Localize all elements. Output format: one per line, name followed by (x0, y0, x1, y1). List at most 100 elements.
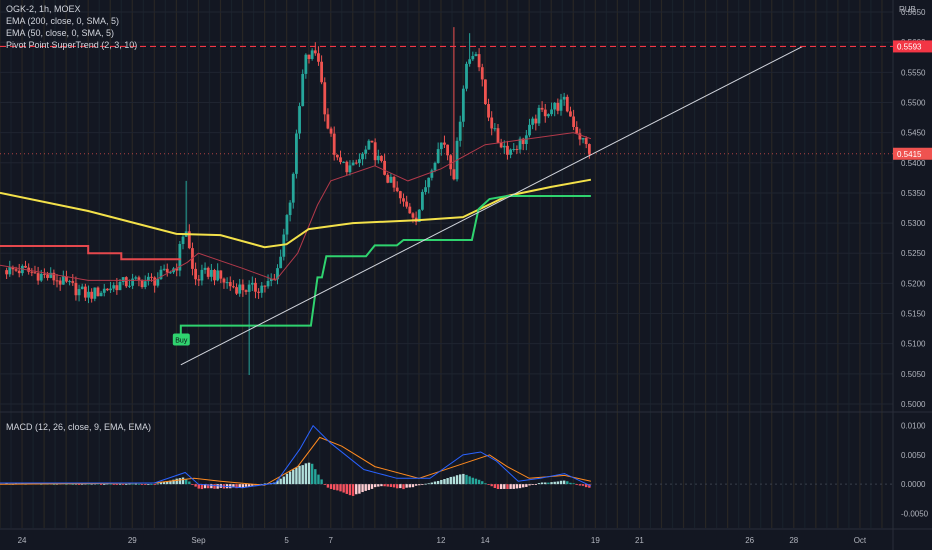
grid (0, 11, 893, 405)
candle-body (572, 116, 575, 127)
time-tick-label: 29 (128, 536, 137, 545)
candle-body (39, 273, 43, 281)
macd-histogram-bar (459, 474, 462, 485)
candle-body (30, 271, 34, 273)
candle-body (376, 155, 380, 161)
candle-body (165, 268, 169, 273)
candle-body (367, 140, 371, 150)
macd-histogram-bar (383, 484, 386, 487)
macd-histogram-bar (411, 484, 415, 488)
candle-body (313, 50, 317, 54)
buy-signal-badge (172, 333, 190, 346)
candle-body (206, 267, 210, 277)
macd-histogram-bar (496, 484, 500, 490)
candle-body (380, 155, 383, 161)
macd-histogram-bar (455, 475, 459, 485)
macd-legend[interactable]: MACD (12, 26, close, 9, EMA, EMA) (6, 422, 152, 432)
macd-histogram-bar (484, 483, 487, 485)
candle-body (550, 109, 553, 115)
macd-histogram-bar (386, 484, 389, 487)
candle-body (430, 170, 434, 178)
candle-body (232, 286, 235, 288)
macd-histogram-bar (84, 483, 87, 485)
candle-body (565, 96, 569, 112)
candle-body (140, 279, 144, 288)
candle-body (354, 162, 358, 164)
candle-body (194, 268, 198, 280)
candle-body (471, 56, 475, 60)
supertrend-legend[interactable]: Pivot Point SuperTrend (2, 3, 10) (6, 40, 138, 50)
candle-body (5, 270, 9, 275)
candle-body (8, 266, 12, 275)
candle-body (269, 278, 273, 282)
macd-histogram-bar (166, 481, 169, 485)
macd-histogram-bar (65, 483, 68, 485)
symbol-title[interactable]: OGK-2, 1h, MOEX (6, 4, 81, 14)
candle-body (546, 114, 550, 117)
macd-histogram-bar (525, 484, 528, 487)
macd-histogram-bar (440, 479, 443, 485)
candle-body (83, 286, 87, 298)
candle-body (241, 284, 245, 291)
candle-body (518, 138, 522, 150)
candle-body (487, 104, 490, 118)
macd-histogram-bar (421, 484, 424, 485)
candle-body (153, 277, 157, 286)
macd-histogram-bar (326, 484, 330, 488)
ema200-legend[interactable]: EMA (200, close, 0, SMA, 5) (6, 16, 120, 26)
time-tick-label: 28 (789, 536, 798, 545)
macd-histogram-bar (537, 483, 541, 485)
time-tick-label: 21 (635, 536, 644, 545)
macd-histogram-bar (191, 484, 194, 485)
candle-body (90, 291, 94, 299)
candle-body (203, 267, 207, 270)
candle-body (461, 88, 465, 122)
last-price-label: 0.5415 (897, 150, 922, 159)
macd-histogram-bar (477, 479, 481, 485)
macd-histogram-bar (534, 484, 537, 485)
ema50-line (0, 132, 592, 281)
macd-signal-line (0, 436, 592, 486)
macd-histogram-bar (247, 484, 251, 487)
candle-body (213, 269, 216, 281)
candle-body (320, 61, 324, 83)
macd-histogram-bar (140, 484, 144, 485)
macd-histogram-bar (304, 463, 308, 485)
currency-label: RUB (899, 5, 916, 14)
macd-tick-label: 0.0100 (901, 422, 926, 431)
macd-histogram-bar (251, 484, 254, 486)
macd-histogram-bar (342, 484, 345, 493)
candle-body (575, 126, 579, 134)
macd-histogram-bar (125, 484, 128, 485)
macd-histogram-bar (288, 471, 292, 485)
candle-body (373, 142, 377, 161)
macd-histogram-bar (452, 476, 456, 485)
candle-body (187, 231, 191, 249)
candle-body (124, 277, 128, 287)
macd-histogram-bar (153, 484, 156, 485)
candle-body (506, 145, 509, 155)
macd-histogram-bar (336, 484, 339, 491)
candle-body (405, 201, 409, 207)
candle-body (238, 284, 242, 294)
macd-histogram-bar (109, 483, 112, 485)
candle-body (263, 285, 267, 287)
macd-histogram-bar (74, 483, 78, 485)
macd-histogram-bar (430, 482, 434, 485)
candle-body (99, 292, 103, 297)
candle-body (68, 281, 72, 283)
time-tick-label: 24 (18, 536, 27, 545)
time-tick-label: 19 (591, 536, 600, 545)
macd-histogram-bar (540, 482, 544, 485)
chart-legend: OGK-2, 1h, MOEX EMA (200, close, 0, SMA,… (6, 3, 137, 51)
candle-body (528, 124, 531, 136)
candle-body (509, 149, 513, 155)
ema50-legend[interactable]: EMA (50, close, 0, SMA, 5) (6, 28, 115, 38)
macd-histogram-bar (216, 484, 219, 489)
candle-body (209, 269, 213, 277)
candle-body (181, 236, 185, 245)
candle-body (162, 268, 166, 270)
candle-body (392, 176, 396, 188)
macd-histogram-bar (333, 484, 336, 490)
